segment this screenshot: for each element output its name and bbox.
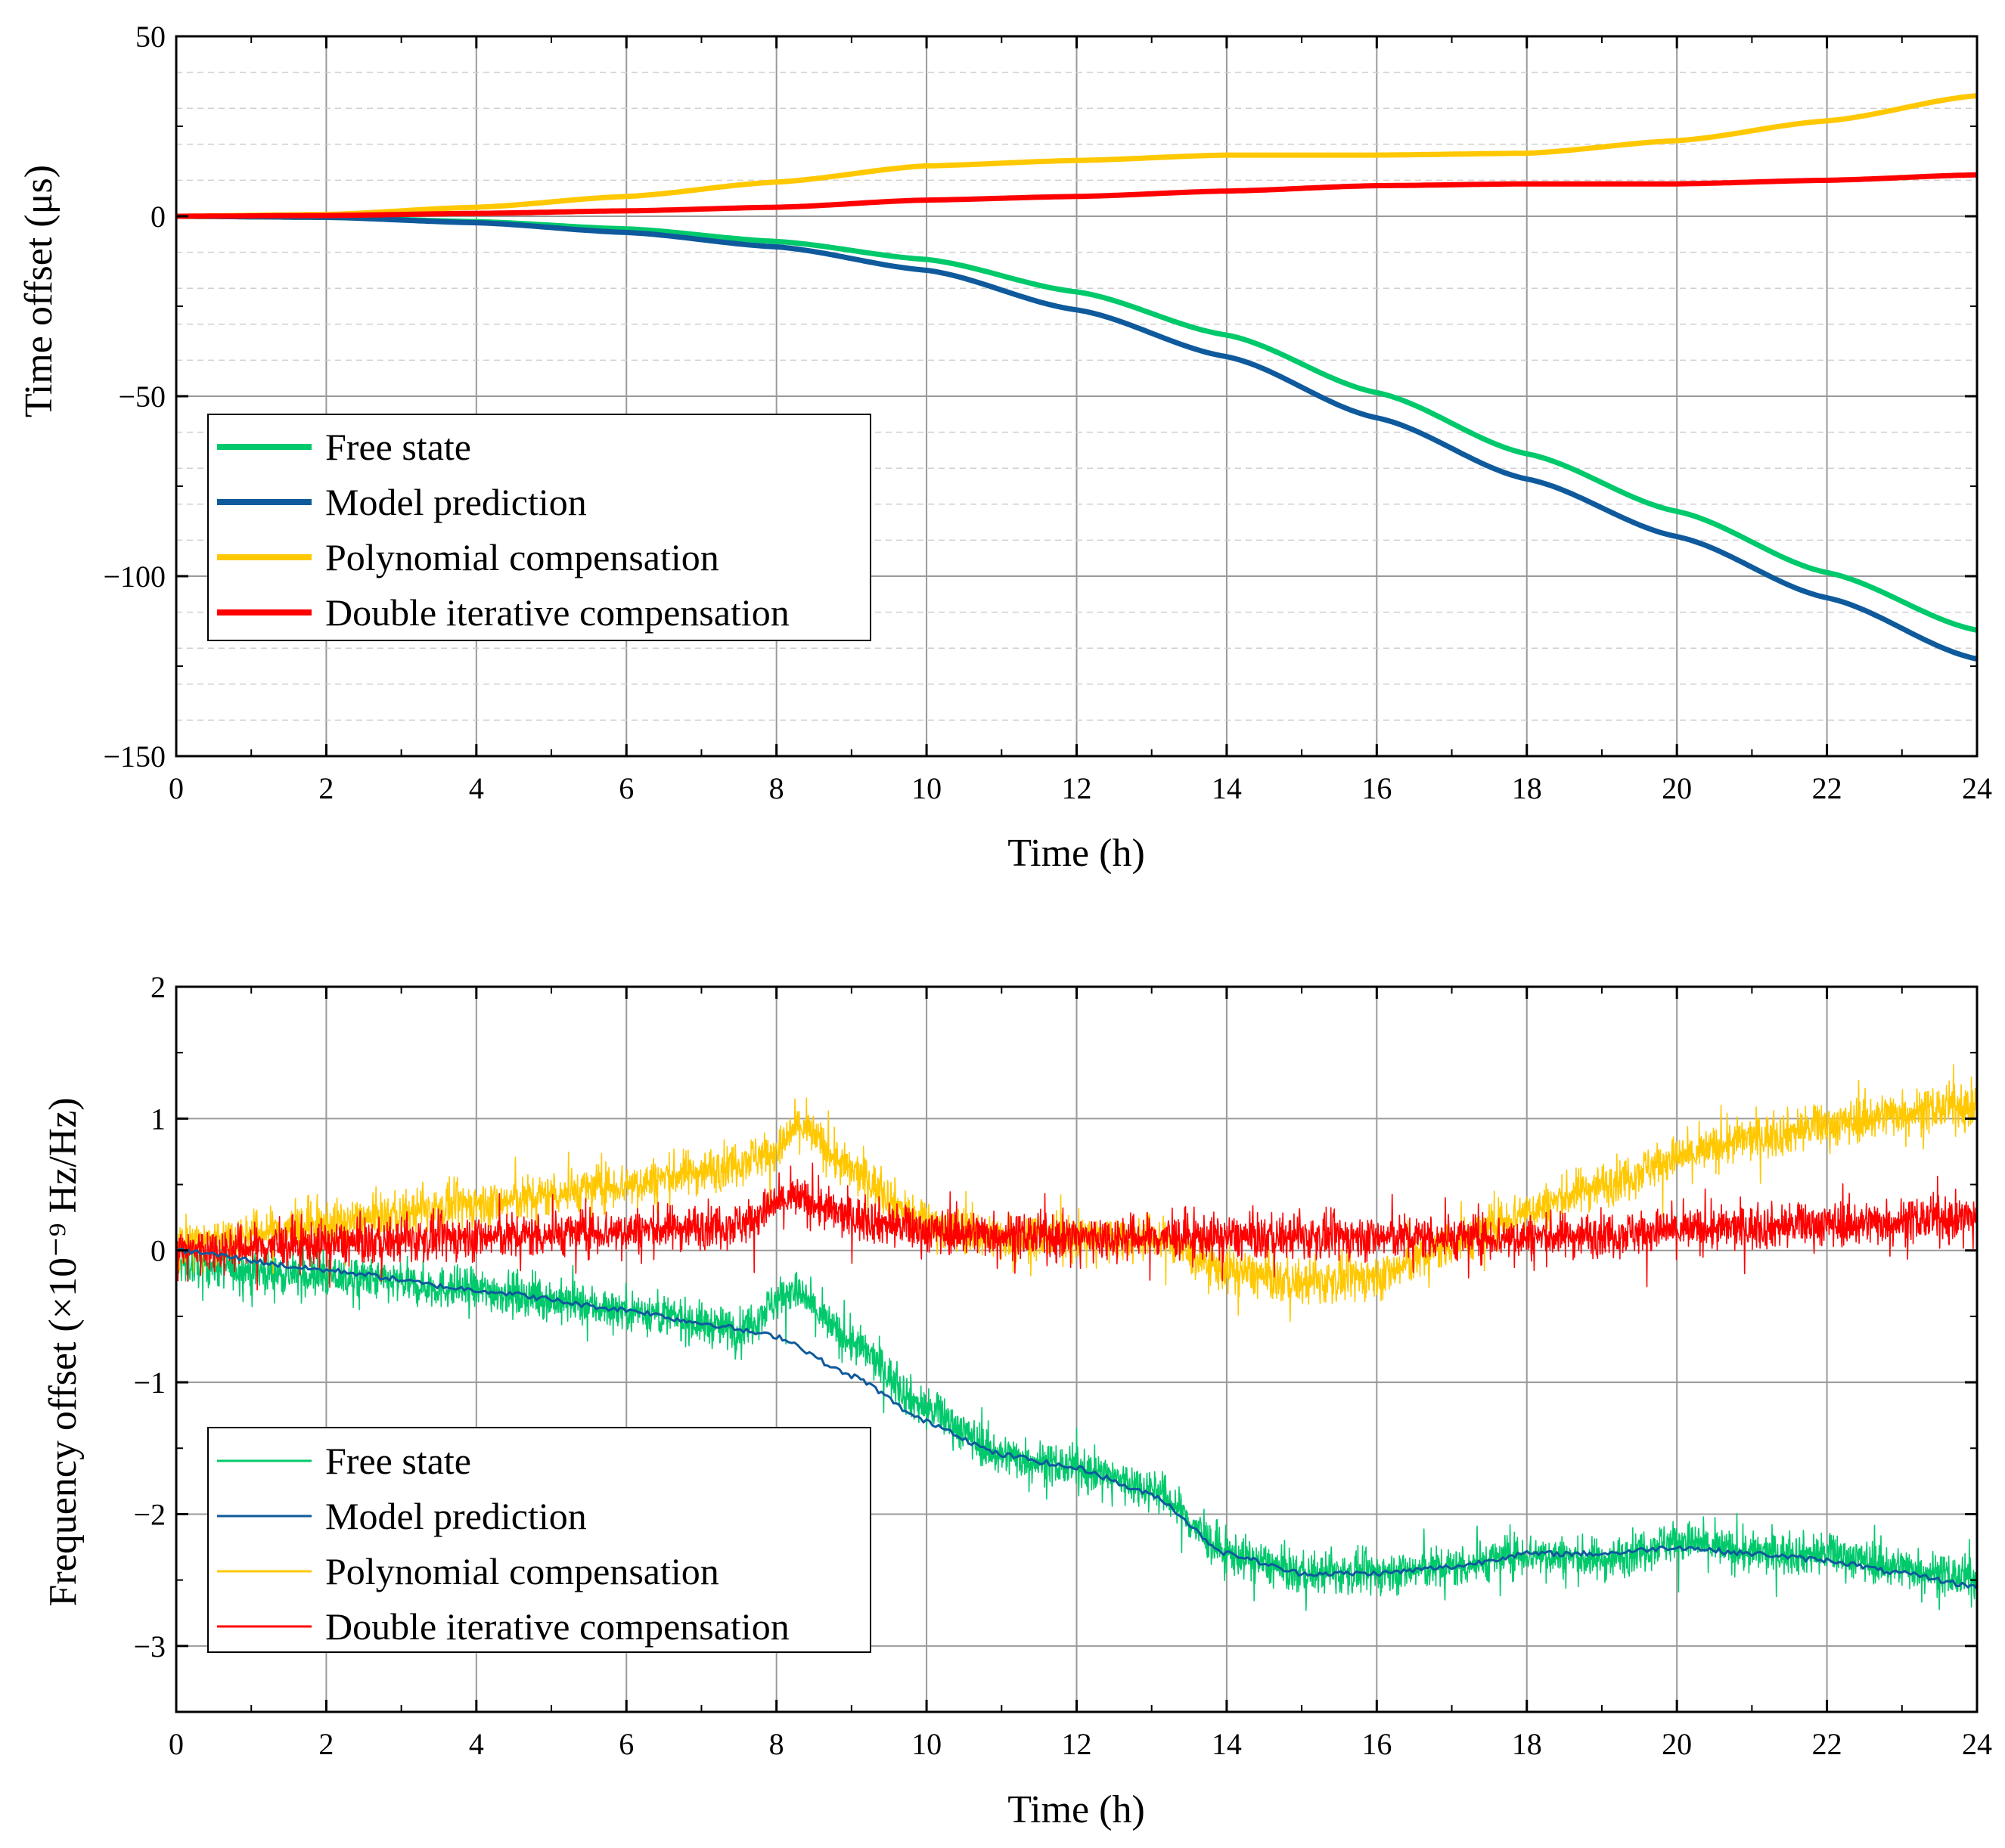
- y-tick-label: 0: [151, 200, 166, 234]
- x-tick-label: 12: [1062, 1727, 1092, 1761]
- series-line-double-iterative-compensation: [176, 172, 1977, 219]
- x-tick-label: 0: [169, 1727, 184, 1761]
- x-tick-label: 20: [1662, 1727, 1692, 1761]
- x-axis-title: Time (h): [1007, 832, 1145, 875]
- y-tick-label: −50: [118, 380, 166, 414]
- x-tick-label: 14: [1212, 1727, 1242, 1761]
- x-tick-label: 0: [169, 771, 184, 805]
- x-tick-label: 24: [1962, 771, 1992, 805]
- series-line-double-iterative-compensation: [176, 1162, 1977, 1291]
- legend-label: Double iterative compensation: [325, 1605, 790, 1648]
- y-tick-label: 0: [151, 1234, 166, 1268]
- x-tick-label: 6: [619, 1727, 634, 1761]
- series-line-free-state: [176, 1240, 1977, 1611]
- legend: Free state Model prediction Polynomial com…: [207, 1427, 871, 1653]
- x-tick-label: 6: [619, 771, 634, 805]
- x-tick-label: 14: [1212, 771, 1242, 805]
- x-tick-label: 10: [911, 771, 942, 805]
- x-tick-label: 4: [469, 1727, 484, 1761]
- x-tick-label: 20: [1662, 771, 1692, 805]
- legend: Free state Model prediction Polynomial com…: [207, 414, 871, 641]
- x-tick-label: 16: [1361, 771, 1392, 805]
- x-tick-label: 4: [469, 771, 484, 805]
- legend-label: Polynomial compensation: [325, 536, 719, 578]
- series-line-polynomial-compensation: [176, 93, 1977, 219]
- y-tick-label: 1: [151, 1102, 166, 1136]
- x-tick-label: 22: [1812, 1727, 1842, 1761]
- x-tick-label: 2: [318, 771, 334, 805]
- x-tick-label: 18: [1512, 1727, 1542, 1761]
- legend-label: Free state: [325, 1440, 471, 1482]
- y-tick-label: −3: [133, 1629, 166, 1664]
- y-tick-label: 2: [151, 970, 166, 1004]
- y-axis-title: Frequency offset (×10⁻⁹ Hz/Hz): [42, 1097, 85, 1606]
- legend-label: Free state: [325, 426, 471, 468]
- x-tick-label: 8: [769, 771, 784, 805]
- legend-label: Polynomial compensation: [325, 1550, 719, 1592]
- x-tick-label: 12: [1062, 771, 1092, 805]
- series-line-model-prediction: [176, 213, 1977, 662]
- x-tick-label: 2: [318, 1727, 334, 1761]
- y-tick-label: 50: [135, 20, 166, 54]
- y-tick-label: −2: [133, 1497, 166, 1531]
- legend-label: Model prediction: [325, 481, 587, 523]
- legend-label: Model prediction: [325, 1495, 587, 1537]
- legend-label: Double iterative compensation: [325, 591, 790, 634]
- x-tick-label: 10: [911, 1727, 942, 1761]
- series-line-model-prediction: [176, 1247, 1977, 1590]
- x-tick-label: 22: [1812, 771, 1842, 805]
- x-axis-title: Time (h): [1007, 1788, 1145, 1831]
- legend-box: [207, 1427, 871, 1653]
- x-tick-label: 16: [1361, 1727, 1392, 1761]
- y-tick-label: −1: [133, 1366, 166, 1400]
- y-tick-label: −150: [103, 740, 166, 774]
- x-tick-label: 8: [769, 1727, 784, 1761]
- x-tick-label: 24: [1962, 1727, 1992, 1761]
- y-tick-label: −100: [103, 560, 166, 594]
- legend-box: [207, 414, 871, 641]
- x-tick-label: 18: [1512, 771, 1542, 805]
- y-axis-title: Time offset (μs): [17, 165, 61, 417]
